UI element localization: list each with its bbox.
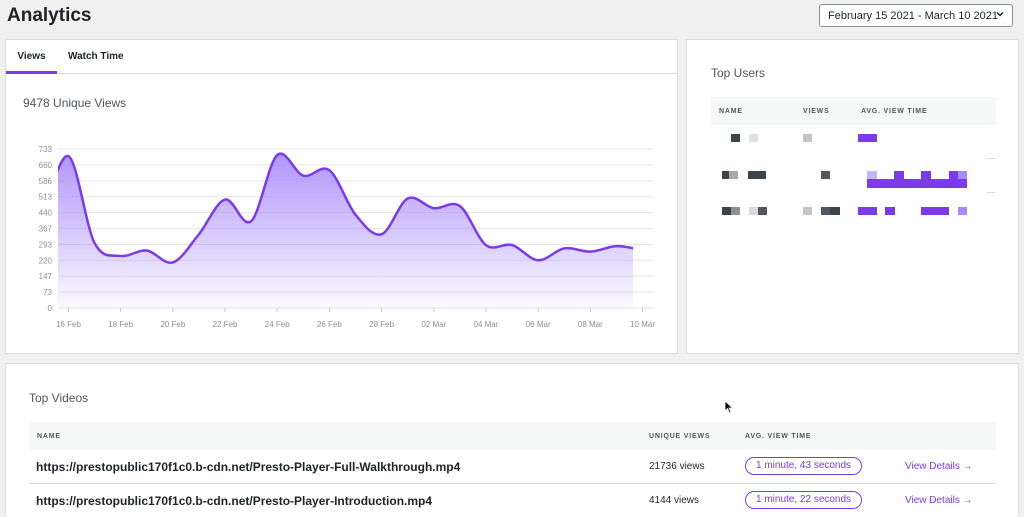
y-tick-label: 0 xyxy=(48,304,53,313)
y-tick-label: 513 xyxy=(39,193,53,202)
top-videos-title: Top Videos xyxy=(29,391,89,405)
x-tick-label: 26 Feb xyxy=(317,320,342,329)
date-range-select[interactable]: February 15 2021 - March 10 2021 xyxy=(819,4,1013,27)
chart-tabs: Views Watch Time xyxy=(6,40,677,74)
x-tick-label: 08 Mar xyxy=(578,320,603,329)
y-tick-label: 440 xyxy=(39,209,53,218)
tab-watch-time[interactable]: Watch Time xyxy=(68,51,124,62)
header-name: NAME xyxy=(37,433,61,440)
video-views: 21736 views xyxy=(649,461,705,472)
table-row: https://prestopublic170f1c0.b-cdn.net/Pr… xyxy=(29,484,996,517)
video-views: 4144 views xyxy=(649,495,700,506)
header-avg-view-time: AVG. VIEW TIME xyxy=(861,108,928,115)
x-tick-label: 24 Feb xyxy=(265,320,290,329)
video-name: https://prestopublic170f1c0.b-cdn.net/Pr… xyxy=(36,494,433,508)
divider xyxy=(987,158,995,159)
x-tick-label: 18 Feb xyxy=(108,320,133,329)
x-tick-label: 22 Feb xyxy=(213,320,238,329)
header-avg-view-time: AVG. VIEW TIME xyxy=(745,433,812,440)
divider xyxy=(987,192,995,193)
top-videos-card: Top Videos NAME UNIQUE VIEWS AVG. VIEW T… xyxy=(5,363,1019,517)
x-tick-label: 10 Mar xyxy=(630,320,655,329)
y-tick-label: 586 xyxy=(39,177,53,186)
chart-title: 9478 Unique Views xyxy=(23,96,127,110)
top-videos-header: NAME UNIQUE VIEWS AVG. VIEW TIME xyxy=(29,422,996,450)
y-tick-label: 660 xyxy=(39,161,53,170)
x-tick-label: 04 Mar xyxy=(474,320,499,329)
header-views: VIEWS xyxy=(803,108,830,115)
mouse-cursor-icon xyxy=(724,400,734,414)
top-users-title: Top Users xyxy=(711,66,766,80)
x-tick-label: 06 Mar xyxy=(526,320,551,329)
series-area xyxy=(58,153,633,308)
y-tick-label: 367 xyxy=(39,224,53,233)
view-details-link[interactable]: View Details → xyxy=(905,495,973,506)
y-tick-label: 147 xyxy=(39,272,53,281)
top-users-card: Top Users NAME VIEWS AVG. VIEW TIME xyxy=(686,39,1019,354)
page-title: Analytics xyxy=(7,5,92,26)
x-tick-label: 28 Feb xyxy=(369,320,394,329)
view-details-link[interactable]: View Details → xyxy=(905,461,973,472)
header-unique-views: UNIQUE VIEWS xyxy=(649,433,711,440)
x-tick-label: 20 Feb xyxy=(160,320,185,329)
top-users-header: NAME VIEWS AVG. VIEW TIME xyxy=(711,97,996,125)
date-range-value: February 15 2021 - March 10 2021 xyxy=(828,10,998,22)
y-tick-label: 220 xyxy=(39,256,53,265)
x-tick-label: 02 Mar xyxy=(421,320,446,329)
tab-views[interactable]: Views xyxy=(6,40,57,74)
series-line xyxy=(58,152,633,265)
avg-view-time-badge: 1 minute, 43 seconds xyxy=(745,457,863,475)
y-tick-label: 73 xyxy=(43,288,52,297)
views-chart: 0 73 147 220 293 367 440 513 586 660 733 16 Feb 18 F… xyxy=(39,145,656,329)
avg-view-time-badge: 1 minute, 22 seconds xyxy=(745,491,863,509)
chevron-down-icon xyxy=(996,11,1004,17)
views-card: Views Watch Time 9478 Unique Views 0 73 14… xyxy=(5,39,678,354)
x-tick-label: 16 Feb xyxy=(56,320,81,329)
table-row: https://prestopublic170f1c0.b-cdn.net/Pr… xyxy=(29,450,996,484)
y-tick-label: 733 xyxy=(39,145,53,154)
y-tick-label: 293 xyxy=(39,240,53,249)
header-name: NAME xyxy=(719,108,743,115)
video-name: https://prestopublic170f1c0.b-cdn.net/Pr… xyxy=(36,460,461,474)
